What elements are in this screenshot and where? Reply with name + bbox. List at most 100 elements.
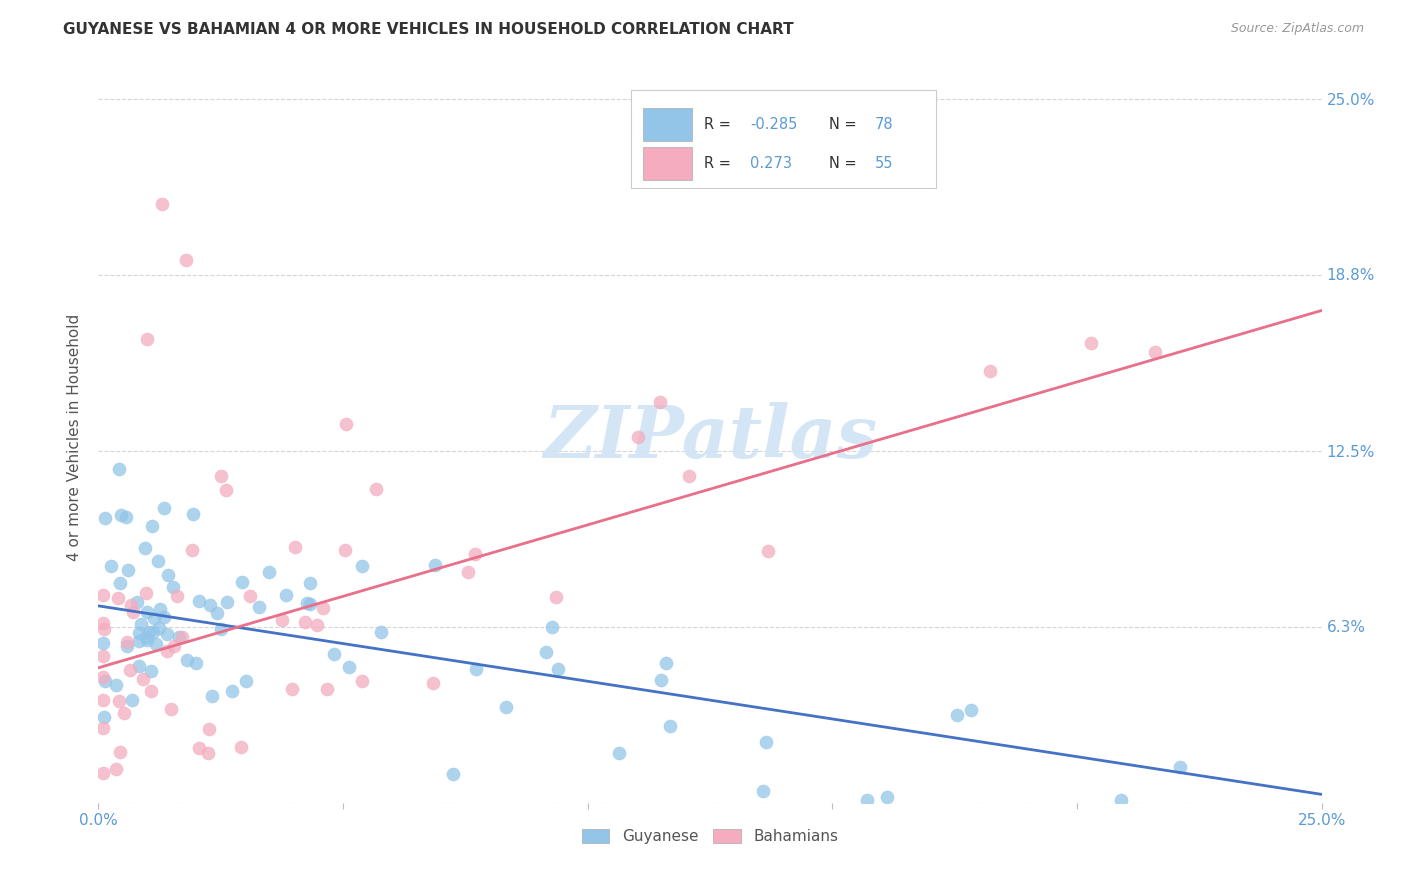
Point	[108, 693, 131, 707]
Point	[93, 622, 115, 636]
Point	[139, 683, 162, 698]
Point	[495, 699, 517, 714]
Point	[176, 252, 198, 267]
Point	[751, 784, 773, 798]
Point	[659, 719, 682, 733]
Point	[215, 483, 238, 497]
Point	[91, 721, 114, 735]
Point	[1168, 760, 1191, 774]
Point	[876, 789, 898, 804]
Point	[540, 620, 562, 634]
Point	[115, 639, 138, 653]
Point	[979, 364, 1001, 378]
Point	[181, 542, 204, 557]
Point	[305, 617, 328, 632]
Point	[270, 613, 292, 627]
Point	[107, 462, 129, 476]
Point	[128, 626, 150, 640]
Point	[184, 656, 207, 670]
Point	[141, 625, 163, 640]
Point	[197, 746, 219, 760]
Text: ZIPatlas: ZIPatlas	[543, 401, 877, 473]
Point	[118, 663, 141, 677]
Point	[91, 636, 114, 650]
Point	[423, 558, 446, 572]
Point	[422, 676, 444, 690]
Point	[1143, 345, 1166, 359]
Point	[135, 586, 157, 600]
Point	[1080, 335, 1102, 350]
Point	[150, 196, 173, 211]
Point	[121, 693, 143, 707]
Point	[141, 664, 163, 678]
Point	[108, 745, 131, 759]
Point	[152, 500, 174, 515]
Point	[91, 588, 114, 602]
Point	[207, 606, 229, 620]
Point	[146, 554, 169, 568]
Point	[217, 594, 239, 608]
Point	[162, 580, 184, 594]
Point	[166, 589, 188, 603]
Point	[132, 672, 155, 686]
Point	[294, 615, 316, 630]
Point	[115, 510, 138, 524]
Point	[333, 542, 356, 557]
Point	[364, 482, 387, 496]
Point	[128, 658, 150, 673]
Text: 55: 55	[875, 156, 894, 171]
Point	[93, 710, 115, 724]
Point	[312, 600, 335, 615]
Point	[136, 332, 159, 346]
Point	[370, 624, 392, 639]
Point	[295, 596, 318, 610]
Point	[337, 660, 360, 674]
Point	[274, 588, 297, 602]
Text: R =: R =	[704, 156, 740, 171]
Point	[239, 590, 262, 604]
Point	[128, 633, 150, 648]
Point	[135, 630, 157, 644]
Point	[163, 639, 186, 653]
Point	[231, 739, 253, 754]
Point	[247, 600, 270, 615]
Text: -0.285: -0.285	[751, 117, 797, 132]
Point	[135, 605, 157, 619]
Point	[650, 395, 672, 409]
Point	[152, 609, 174, 624]
Text: R =: R =	[704, 117, 735, 132]
Point	[655, 656, 678, 670]
Point	[136, 632, 159, 647]
Point	[117, 563, 139, 577]
Point	[134, 541, 156, 555]
Point	[959, 703, 981, 717]
Point	[110, 508, 132, 522]
Text: 0.273: 0.273	[751, 156, 793, 171]
Point	[316, 682, 339, 697]
Point	[235, 673, 257, 688]
Point	[149, 601, 172, 615]
Point	[145, 637, 167, 651]
Point	[93, 670, 115, 684]
Point	[156, 644, 179, 658]
Point	[108, 576, 131, 591]
Text: N =: N =	[828, 117, 860, 132]
Point	[120, 598, 142, 612]
Point	[281, 681, 304, 696]
Point	[170, 630, 193, 644]
Point	[457, 565, 479, 579]
Point	[94, 673, 117, 688]
Point	[231, 575, 253, 590]
Point	[91, 648, 114, 663]
FancyBboxPatch shape	[630, 90, 936, 188]
Point	[464, 548, 486, 562]
Point	[125, 595, 148, 609]
Text: 78: 78	[875, 117, 894, 132]
Point	[298, 598, 321, 612]
Point	[91, 765, 114, 780]
Point	[441, 767, 464, 781]
Point	[105, 762, 128, 776]
Point	[607, 746, 630, 760]
Point	[650, 673, 672, 687]
Point	[544, 590, 567, 604]
